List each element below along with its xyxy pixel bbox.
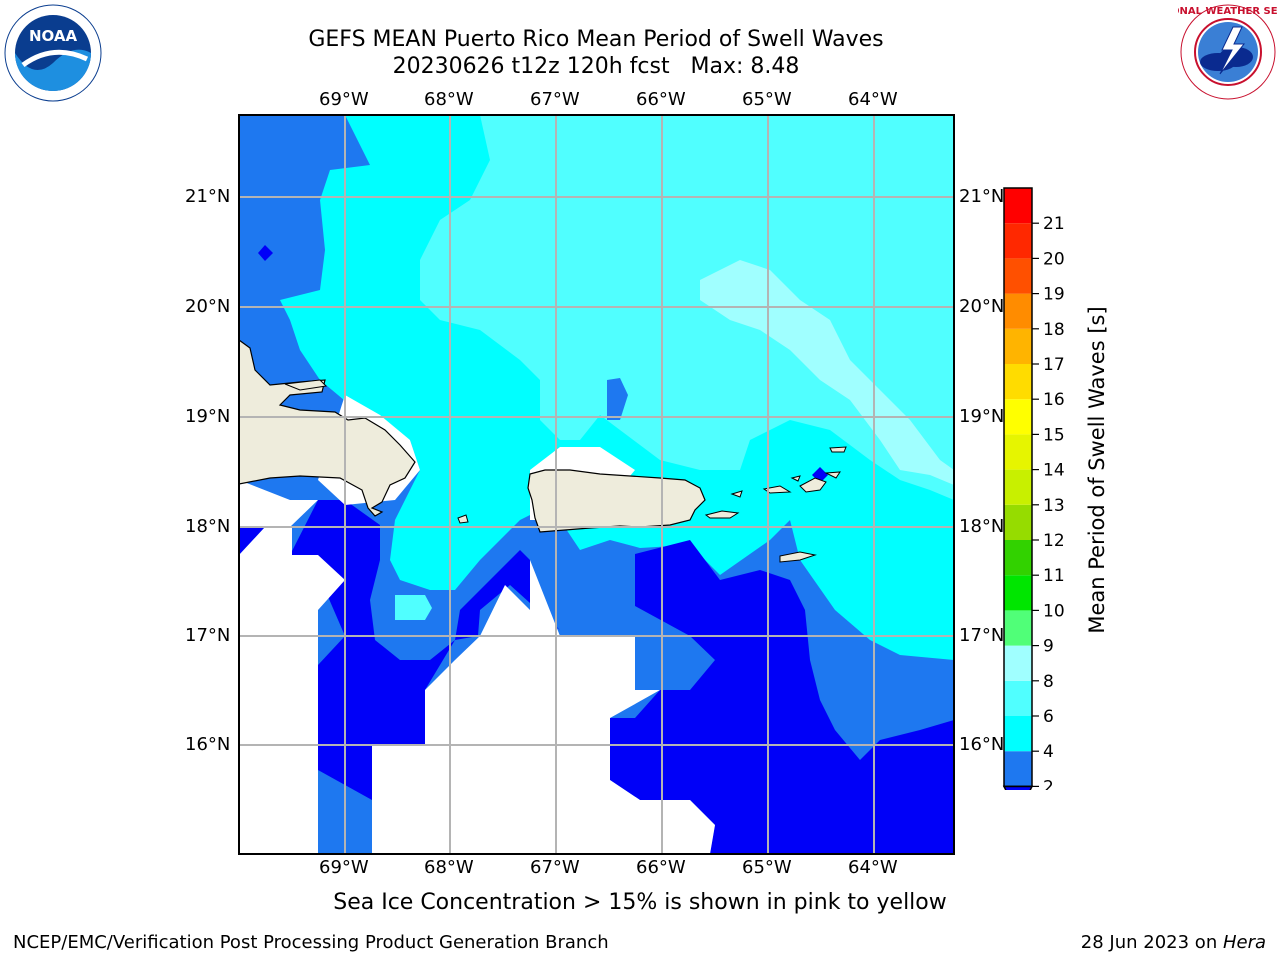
colorbar-tick-label: 17 [1043,355,1065,375]
map-title: GEFS MEAN Puerto Rico Mean Period of Swe… [308,27,884,52]
lon-label-top: 68°W [424,89,474,110]
colorbar-tick-label: 15 [1043,425,1065,445]
colorbar-segment [1004,293,1032,329]
footer-date: 28 Jun 2023 on Hera [1081,932,1266,953]
lat-label-left: 19°N [185,406,231,427]
colorbar-segment [1004,223,1032,259]
colorbar-tick-label: 10 [1043,601,1065,621]
colorbar-tick-label: 6 [1043,707,1054,727]
footer-host: Hera [1222,932,1266,953]
lat-label-left: 21°N [185,186,231,207]
sea-ice-caption: Sea Ice Concentration > 15% is shown in … [333,890,947,915]
colorbar-tick-label: 9 [1043,637,1054,657]
lon-label-bottom: 66°W [636,857,686,878]
swell-band-below-2-west [290,500,580,800]
colorbar-tick-label: 4 [1043,742,1054,762]
swell-band-8-9 [700,260,954,485]
colorbar-tick-label: 14 [1043,461,1065,481]
colorbar-segment [1004,716,1032,752]
map-frame [238,114,955,855]
colorbar-frame [1003,187,1033,788]
colorbar-segment [1004,540,1032,576]
lon-label-top: 69°W [319,89,369,110]
map-subtitle: 20230626 t12z 120h fcst Max: 8.48 [392,54,800,79]
lat-label-left: 18°N [185,516,231,537]
lat-label-right: 21°N [959,186,1004,207]
colorbar-segment [1004,328,1032,364]
footer-date-text: 28 Jun 2023 on [1080,932,1223,953]
colorbar-tick-label: 20 [1043,249,1065,269]
colorbar-tick-label: 18 [1043,320,1065,340]
lat-label-right: 17°N [959,625,1004,646]
colorbar-segment [1004,751,1032,787]
colorbar-segment [1004,469,1032,505]
lat-label-right: 16°N [959,734,1004,755]
no-data-west [239,527,345,854]
lon-label-bottom: 69°W [319,857,369,878]
lon-label-bottom: 65°W [742,857,792,878]
lon-label-bottom: 64°W [848,857,898,878]
lat-label-right: 18°N [959,516,1004,537]
lon-label-top: 64°W [848,89,898,110]
lon-label-bottom: 68°W [424,857,474,878]
land-puerto-rico [527,469,706,533]
colorbar-segment [1004,399,1032,435]
colorbar-tick-label: 16 [1043,390,1065,410]
colorbar-tick-label: 13 [1043,496,1065,516]
colorbar-tick-label: 21 [1043,214,1065,234]
colorbar-segment [1004,680,1032,716]
colorbar-segment [1004,258,1032,294]
lon-label-top: 66°W [636,89,686,110]
colorbar-segment [1004,364,1032,400]
lon-label-top: 65°W [742,89,792,110]
lat-label-left: 16°N [185,734,231,755]
footer-branch: NCEP/EMC/Verification Post Processing Pr… [13,932,609,953]
swell-band-below-2-east [610,540,954,854]
lon-label-bottom: 67°W [530,857,580,878]
noaa-logo-text: NOAA [29,27,78,45]
colorbar-tick-label: 8 [1043,672,1054,692]
colorbar-tick-label: 2 [1043,777,1054,790]
colorbar-segment [1004,434,1032,470]
colorbar-segment [1004,610,1032,646]
lat-label-left: 20°N [185,296,231,317]
colorbar: 2 4 6 8 9 10 11 12 13 14 15 16 17 18 19 20 21 [1002,187,1065,790]
colorbar-label: Mean Period of Swell Waves [s] [1085,306,1109,634]
noaa-logo: NOAA [4,4,102,102]
svg-text:NATIONAL WEATHER SERVICE: NATIONAL WEATHER SERVICE [1178,6,1278,17]
colorbar-tick-label: 11 [1043,566,1065,586]
colorbar-tick-label: 12 [1043,531,1065,551]
lon-label-top: 67°W [530,89,580,110]
lat-label-right: 19°N [959,406,1004,427]
colorbar-segment [1004,504,1032,540]
colorbar-tick-label: 19 [1043,285,1065,305]
colorbar-segment [1004,575,1032,611]
lat-label-right: 20°N [959,296,1004,317]
colorbar-segment [1004,188,1032,224]
lat-label-left: 17°N [185,625,231,646]
colorbar-segment [1004,645,1032,681]
nws-logo: NATIONAL WEATHER SERVICE [1178,4,1278,100]
